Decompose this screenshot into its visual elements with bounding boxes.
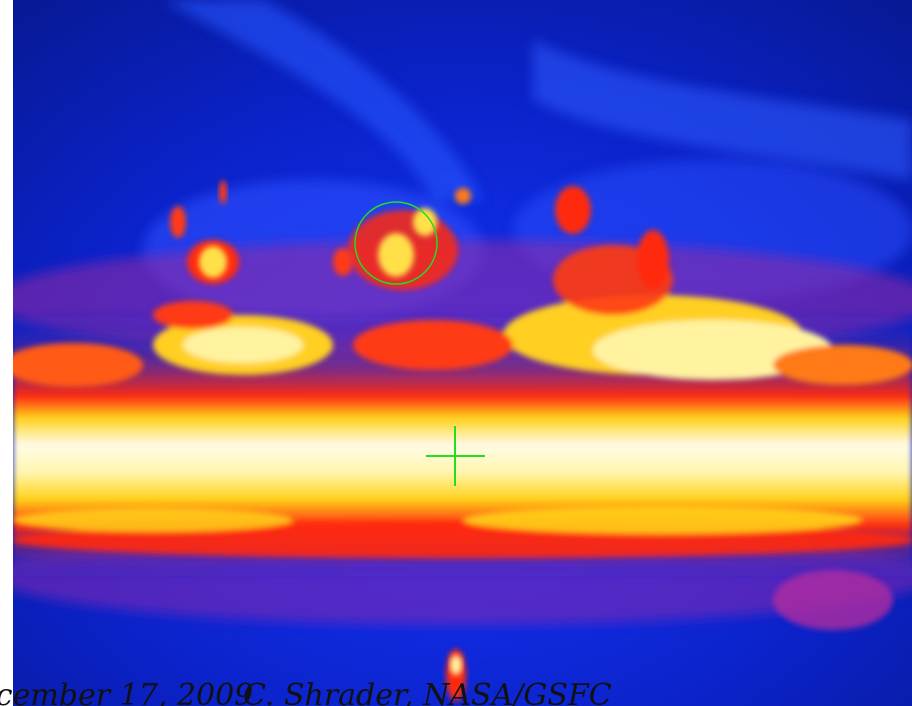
footer-credit: C. Shrader, NASA/GSFC xyxy=(243,676,612,706)
footer-date: December 17, 2009 xyxy=(0,676,253,706)
sky-map-image xyxy=(13,0,912,706)
